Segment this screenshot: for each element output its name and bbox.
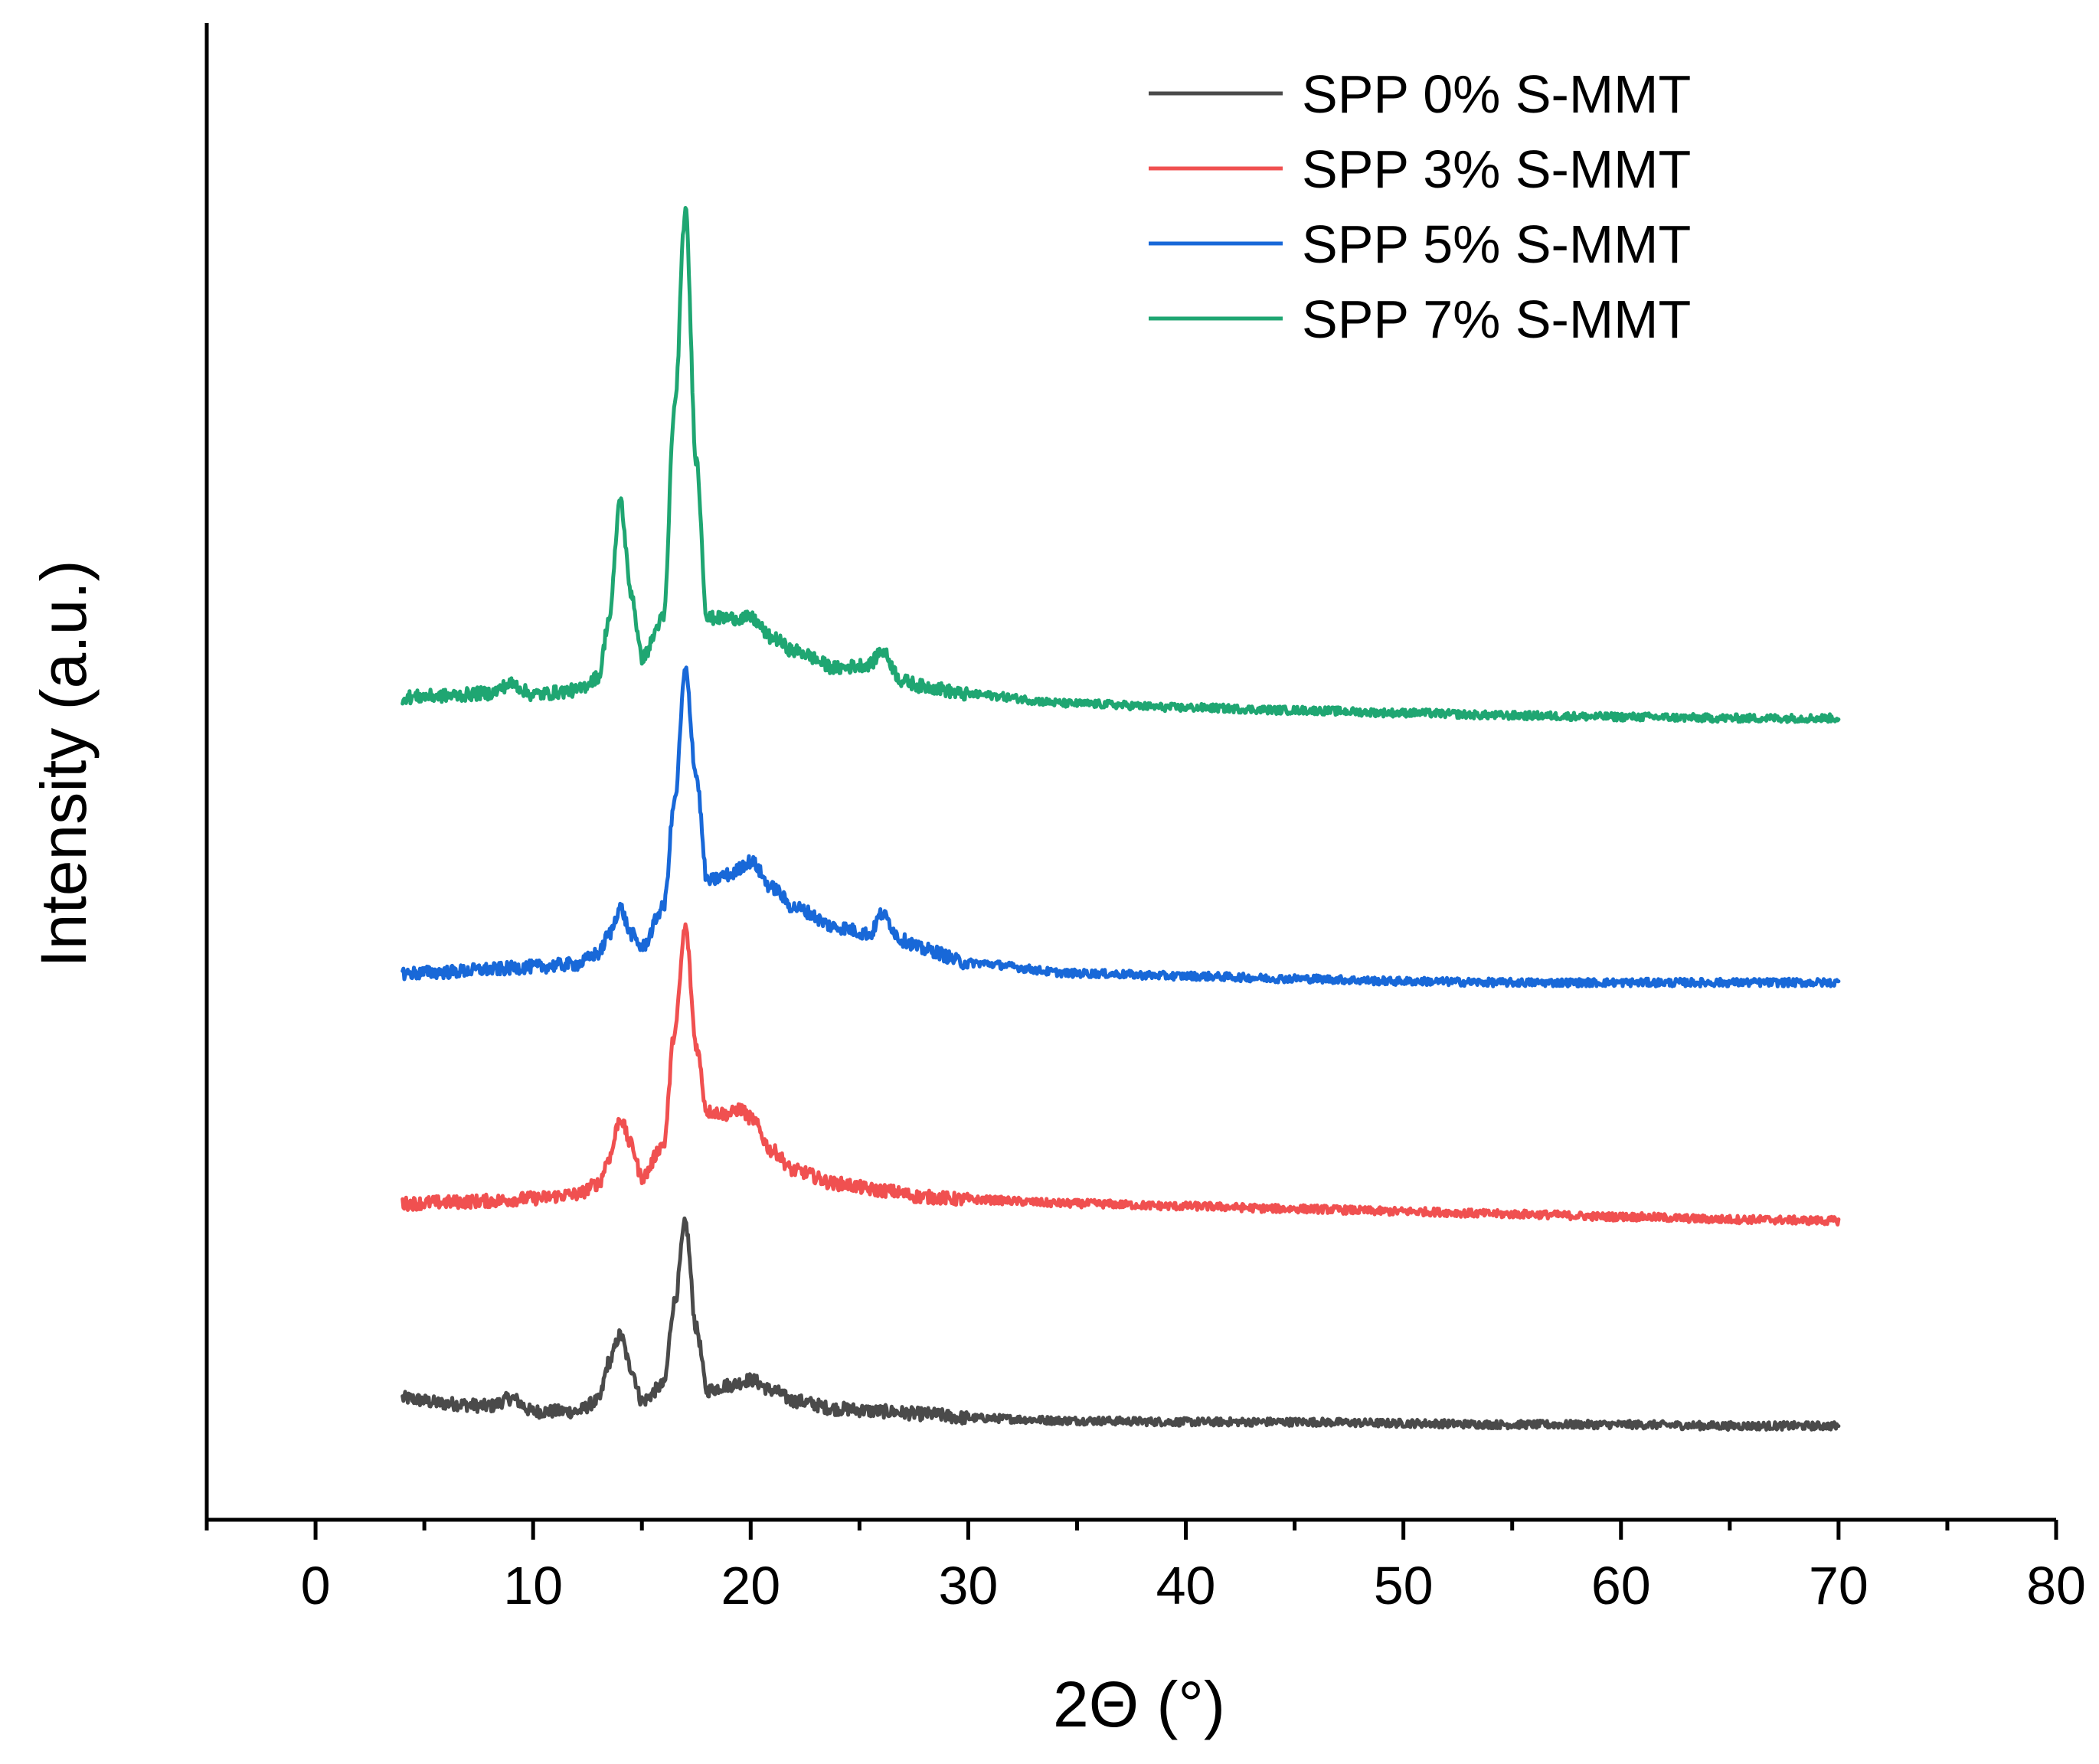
x-tick-label: 0 [301, 1556, 331, 1615]
series-line-3 [401, 206, 1841, 724]
x-tick-label: 40 [1156, 1556, 1216, 1615]
x-tick-label: 50 [1374, 1556, 1434, 1615]
series-line-2 [401, 665, 1841, 988]
legend: SPP 0% S-MMT SPP 3% S-MMT SPP 5% S-MMT SPP … [1149, 64, 1691, 349]
x-tick-label: 60 [1591, 1556, 1651, 1615]
x-tick-label: 30 [938, 1556, 998, 1615]
series-line-0 [401, 1216, 1841, 1432]
x-axis-title: 2Θ (°) [1053, 1668, 1225, 1740]
x-tick-label: 20 [721, 1556, 780, 1615]
series-line-1 [401, 922, 1841, 1227]
legend-label: SPP 7% S-MMT [1302, 289, 1691, 349]
legend-label: SPP 3% S-MMT [1302, 139, 1691, 199]
y-axis-title: Intensity (a.u.) [28, 560, 100, 967]
x-ticks: 0 10 20 30 40 50 60 70 80 [204, 1520, 2086, 1615]
x-tick-label: 10 [503, 1556, 563, 1615]
x-tick-label: 80 [2026, 1556, 2086, 1615]
plot-area [401, 206, 1841, 1432]
legend-label: SPP 5% S-MMT [1302, 214, 1691, 274]
x-tick-label: 70 [1809, 1556, 1869, 1615]
legend-label: SPP 0% S-MMT [1302, 64, 1691, 124]
series-group [401, 206, 1841, 1432]
